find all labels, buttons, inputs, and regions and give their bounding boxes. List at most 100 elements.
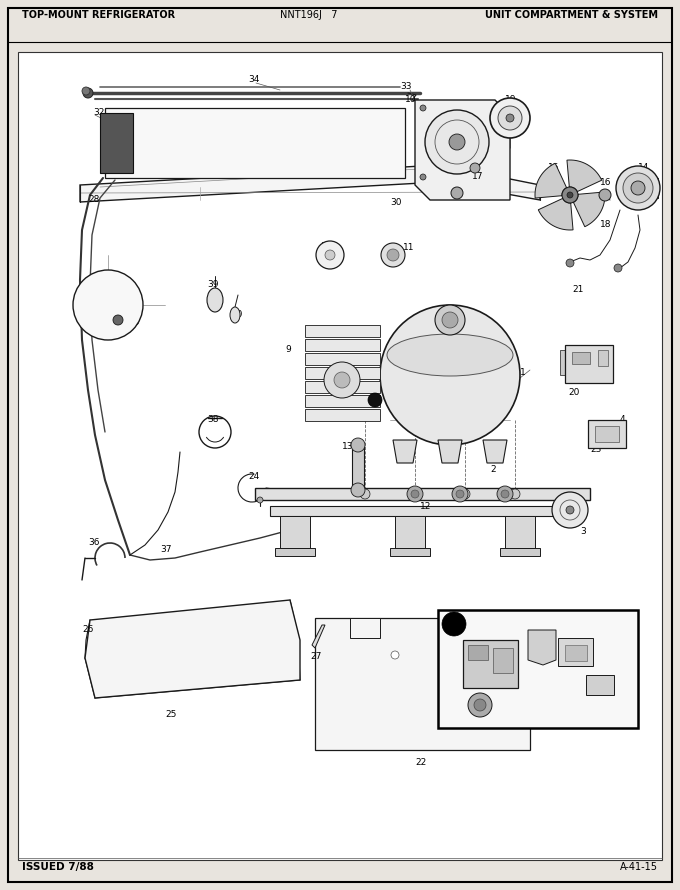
Text: 24: 24 — [248, 472, 259, 481]
Bar — [638, 178, 658, 198]
Text: 9: 9 — [285, 345, 291, 354]
Text: 26: 26 — [82, 625, 93, 634]
Text: 1: 1 — [451, 619, 458, 629]
Ellipse shape — [207, 288, 223, 312]
Circle shape — [451, 691, 459, 699]
Polygon shape — [255, 488, 590, 500]
Text: 37: 37 — [160, 545, 171, 554]
Circle shape — [420, 105, 426, 111]
Circle shape — [451, 187, 463, 199]
Circle shape — [599, 189, 611, 201]
Text: TOP-MOUNT REFRIGERATOR: TOP-MOUNT REFRIGERATOR — [22, 10, 175, 20]
Circle shape — [623, 173, 653, 203]
Circle shape — [82, 87, 90, 95]
Circle shape — [380, 305, 520, 445]
Polygon shape — [270, 506, 575, 516]
Circle shape — [257, 497, 263, 503]
Text: NNT196J   7: NNT196J 7 — [280, 10, 337, 20]
Circle shape — [452, 486, 468, 502]
Text: 39: 39 — [207, 280, 218, 289]
Circle shape — [468, 693, 492, 717]
Circle shape — [460, 489, 470, 499]
Circle shape — [420, 174, 426, 180]
Text: 36: 36 — [88, 538, 99, 547]
Text: 30: 30 — [390, 198, 401, 207]
Circle shape — [387, 249, 399, 261]
Polygon shape — [312, 625, 325, 648]
Polygon shape — [85, 600, 300, 698]
Circle shape — [368, 393, 382, 407]
Text: UNIT COMPARTMENT & SYSTEM: UNIT COMPARTMENT & SYSTEM — [485, 10, 658, 20]
Text: 27: 27 — [310, 652, 322, 661]
Text: 29: 29 — [88, 278, 99, 287]
Text: 11: 11 — [403, 243, 415, 252]
Text: 23: 23 — [590, 445, 601, 454]
Text: 6: 6 — [515, 720, 521, 729]
Circle shape — [381, 243, 405, 267]
Circle shape — [351, 438, 365, 452]
Circle shape — [83, 88, 93, 98]
Polygon shape — [80, 165, 540, 202]
Bar — [468, 645, 488, 660]
Circle shape — [474, 699, 486, 711]
Polygon shape — [500, 548, 540, 556]
Text: 22: 22 — [415, 758, 426, 767]
Circle shape — [501, 490, 509, 498]
Circle shape — [73, 270, 143, 340]
Bar — [493, 648, 513, 673]
Bar — [463, 640, 518, 688]
Text: 18: 18 — [600, 220, 611, 229]
Ellipse shape — [387, 334, 513, 376]
Polygon shape — [415, 100, 510, 200]
Polygon shape — [305, 409, 380, 421]
Text: 5: 5 — [465, 720, 471, 729]
Text: 7: 7 — [515, 620, 521, 629]
Polygon shape — [539, 198, 573, 230]
Polygon shape — [483, 440, 507, 463]
Polygon shape — [505, 516, 535, 548]
Text: 19: 19 — [505, 95, 517, 104]
Text: 31: 31 — [320, 242, 331, 251]
Text: 3: 3 — [580, 527, 585, 536]
Circle shape — [410, 489, 420, 499]
Polygon shape — [438, 440, 462, 463]
Bar — [565, 645, 587, 661]
Circle shape — [510, 489, 520, 499]
Bar — [595, 426, 619, 442]
Circle shape — [316, 241, 344, 269]
Polygon shape — [105, 108, 405, 178]
Polygon shape — [305, 339, 380, 351]
Circle shape — [616, 166, 660, 210]
Circle shape — [562, 187, 578, 203]
Text: 33: 33 — [400, 82, 411, 91]
Circle shape — [552, 492, 588, 528]
Bar — [586, 675, 614, 695]
Bar — [598, 350, 608, 366]
Polygon shape — [393, 440, 417, 463]
Circle shape — [456, 490, 464, 498]
Bar — [558, 638, 593, 666]
Bar — [588, 420, 626, 448]
Circle shape — [566, 506, 574, 514]
Polygon shape — [567, 160, 602, 191]
Bar — [352, 445, 364, 490]
Circle shape — [506, 114, 514, 122]
Text: 10: 10 — [405, 95, 416, 104]
Polygon shape — [305, 395, 380, 407]
Circle shape — [425, 110, 489, 174]
Text: 16: 16 — [600, 178, 611, 187]
Text: 38: 38 — [207, 415, 218, 424]
Circle shape — [435, 305, 465, 335]
Circle shape — [497, 486, 513, 502]
Text: A-41-15: A-41-15 — [620, 862, 658, 872]
Polygon shape — [350, 618, 380, 638]
Text: 25: 25 — [165, 710, 176, 719]
Circle shape — [324, 362, 360, 398]
Circle shape — [631, 181, 645, 195]
Circle shape — [490, 98, 530, 138]
Circle shape — [442, 312, 458, 328]
Circle shape — [391, 651, 399, 659]
Text: 21: 21 — [572, 285, 583, 294]
Polygon shape — [390, 548, 430, 556]
Polygon shape — [280, 516, 310, 548]
